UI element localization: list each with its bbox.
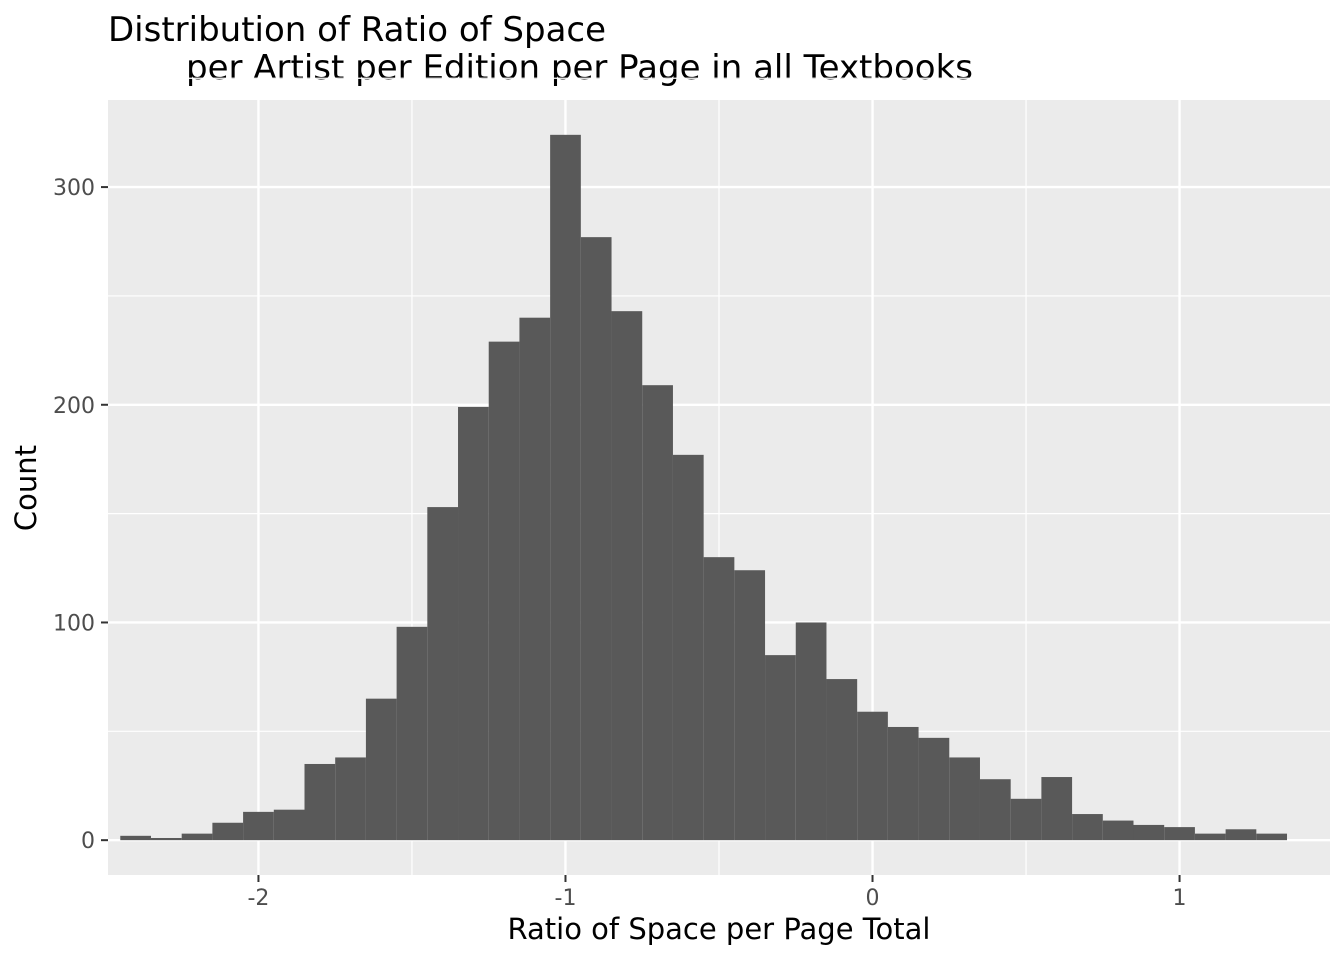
y-tick-label: 200 [53,394,95,419]
histogram-bar [1194,833,1226,841]
histogram-bar [150,837,182,841]
histogram-bar [857,711,888,841]
histogram-bar [519,317,551,841]
histogram-bar [1256,833,1288,841]
histogram-bar [212,822,244,841]
y-axis: 0 100 200 300 [53,176,108,854]
y-axis-title: Count [9,445,43,531]
histogram-bar [703,557,735,841]
histogram-bar [243,811,274,841]
histogram-bar [1041,777,1073,841]
histogram-bar [1133,824,1165,841]
histogram-bar [979,779,1011,841]
histogram-bar [642,385,673,841]
histogram-bar [580,237,612,841]
histogram-bar [918,737,950,841]
histogram-bar [396,626,428,841]
y-tick-label: 100 [53,611,95,636]
x-tick-label: -2 [247,886,269,911]
histogram-bar [550,134,581,841]
x-tick-label: 0 [866,886,880,911]
histogram-bar [273,809,305,841]
histogram-bar [365,698,397,841]
histogram-bar [120,835,151,841]
x-axis: -2 -1 0 1 [247,875,1187,911]
chart-title-line-2: per Artist per Edition per Page in all T… [186,48,973,88]
y-tick-label: 300 [53,176,95,201]
histogram-bar [887,726,919,841]
histogram-bar [765,655,796,841]
histogram-bar [1225,829,1257,841]
histogram-bar [826,679,858,841]
histogram-bar [672,454,704,841]
histogram-bar [181,833,213,841]
x-tick-label: -1 [555,886,577,911]
chart-title-line-1: Distribution of Ratio of Space [108,10,606,50]
x-axis-title: Ratio of Space per Page Total [508,912,931,946]
histogram-bar [1102,820,1134,841]
histogram-bar [304,763,336,841]
histogram-bar [734,570,766,841]
histogram-bar [335,757,366,841]
histogram-bars [120,134,1288,841]
histogram-bar [1164,827,1195,841]
histogram-bar [1072,814,1103,841]
histogram-bar [949,757,980,841]
histogram-bar [488,341,520,841]
histogram-bar [458,406,489,841]
x-tick-label: 1 [1173,886,1187,911]
histogram-bar [427,507,459,841]
y-tick-label: 0 [81,829,95,854]
histogram-bar [611,311,643,841]
histogram-bar [1010,798,1042,841]
histogram-bar [795,622,827,841]
